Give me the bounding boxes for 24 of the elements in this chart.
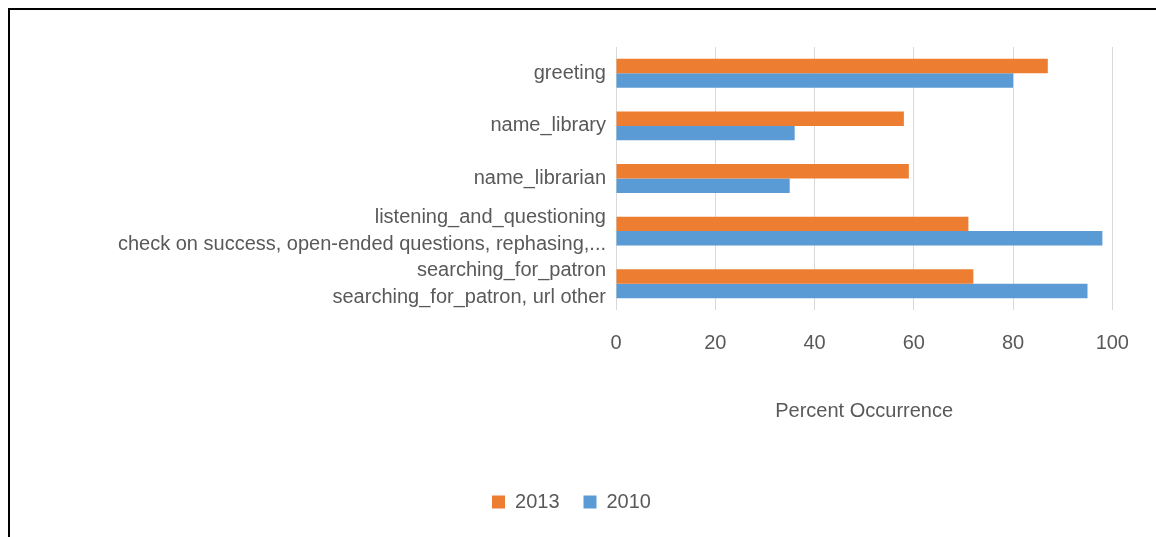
bar <box>616 231 1103 246</box>
x-axis-title: Percent Occurrence <box>775 398 954 421</box>
x-tick-label: 0 <box>610 330 622 353</box>
bar <box>616 125 795 141</box>
x-tick-label: 80 <box>1001 330 1025 353</box>
x-tick-label: 60 <box>902 330 925 353</box>
bar <box>616 111 904 126</box>
bar <box>616 58 1048 74</box>
bar <box>616 73 1014 88</box>
x-tick-label: 100 <box>1095 330 1129 353</box>
y-tick-label: searching_for_patron searching_for_patron, url other <box>332 257 607 308</box>
bar <box>616 164 909 179</box>
y-tick-label: name_library <box>490 113 606 137</box>
bar <box>616 178 790 193</box>
x-tick-label: 20 <box>704 330 727 353</box>
legend-label: 2013 <box>515 489 560 512</box>
x-tick-label: 40 <box>803 330 826 353</box>
bar <box>616 216 969 232</box>
bar <box>616 283 1088 299</box>
y-tick-label: name_librarian <box>473 166 606 190</box>
bar <box>616 269 974 284</box>
y-tick-label: greeting <box>533 60 606 83</box>
y-tick-label: listening_and_questioning check on success, open-ended questions, rephasing,... <box>117 205 606 255</box>
legend-label: 2010 <box>606 489 651 512</box>
